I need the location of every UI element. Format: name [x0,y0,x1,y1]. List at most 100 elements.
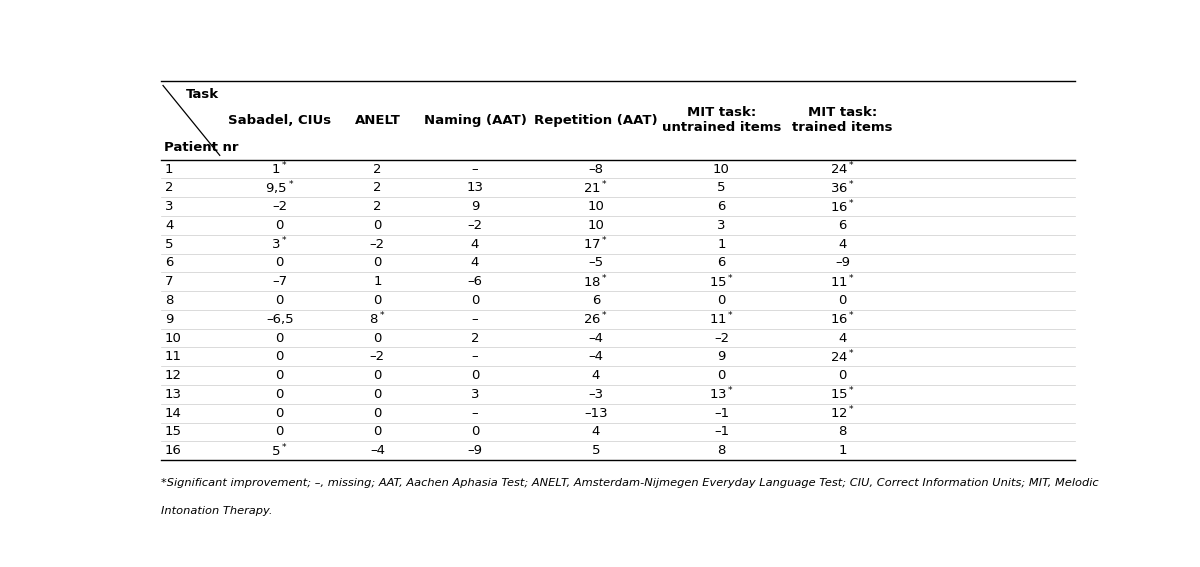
Text: 14: 14 [164,407,181,420]
Text: –2: –2 [370,350,385,363]
Text: –6: –6 [468,275,482,288]
Text: MIT task:
untrained items: MIT task: untrained items [661,107,781,134]
Text: 1: 1 [838,444,847,457]
Text: 0: 0 [838,369,846,382]
Text: 8: 8 [164,294,173,307]
Text: 3: 3 [470,388,479,401]
Text: 4: 4 [838,332,846,345]
Text: 18$^*$: 18$^*$ [583,273,608,290]
Text: 2: 2 [373,163,382,176]
Text: 2: 2 [373,200,382,213]
Text: 0: 0 [276,369,284,382]
Text: –: – [472,350,479,363]
Text: Sabadel, CIUs: Sabadel, CIUs [228,114,331,127]
Text: 5: 5 [164,238,173,251]
Text: 6: 6 [592,294,600,307]
Text: 5$^*$: 5$^*$ [271,442,288,459]
Text: 11$^*$: 11$^*$ [830,273,854,290]
Text: 10: 10 [713,163,730,176]
Text: 13: 13 [467,181,484,194]
Text: Naming (AAT): Naming (AAT) [424,114,527,127]
Text: 10: 10 [588,200,605,213]
Text: 0: 0 [470,294,479,307]
Text: 8: 8 [838,425,846,438]
Text: 0: 0 [276,219,284,232]
Text: 16$^*$: 16$^*$ [830,311,854,328]
Text: 0: 0 [718,369,726,382]
Text: 6: 6 [718,200,726,213]
Text: 24$^*$: 24$^*$ [830,161,854,177]
Text: 1: 1 [164,163,173,176]
Text: *Significant improvement; –, missing; AAT, Aachen Aphasia Test; ANELT, Amsterdam: *Significant improvement; –, missing; AA… [161,477,1099,488]
Text: 36$^*$: 36$^*$ [830,180,854,196]
Text: 0: 0 [276,256,284,269]
Text: 0: 0 [276,407,284,420]
Text: 5: 5 [592,444,600,457]
Text: 4: 4 [470,256,479,269]
Text: 17$^*$: 17$^*$ [583,236,608,252]
Text: 0: 0 [373,294,382,307]
Text: Patient nr: Patient nr [164,142,239,154]
Text: 0: 0 [373,425,382,438]
Text: Intonation Therapy.: Intonation Therapy. [161,506,272,516]
Text: 9,5$^*$: 9,5$^*$ [265,179,294,197]
Text: 0: 0 [276,388,284,401]
Text: 24$^*$: 24$^*$ [830,349,854,365]
Text: 0: 0 [276,425,284,438]
Text: –6,5: –6,5 [266,313,294,326]
Text: –2: –2 [370,238,385,251]
Text: –8: –8 [588,163,604,176]
Text: –1: –1 [714,425,730,438]
Text: 2: 2 [164,181,173,194]
Text: 3$^*$: 3$^*$ [271,236,288,252]
Text: 0: 0 [276,332,284,345]
Text: –2: –2 [468,219,482,232]
Text: 0: 0 [470,369,479,382]
Text: Repetition (AAT): Repetition (AAT) [534,114,658,127]
Text: Task: Task [186,88,218,101]
Text: 0: 0 [373,388,382,401]
Text: 12$^*$: 12$^*$ [830,405,854,421]
Text: –4: –4 [588,350,604,363]
Text: 8: 8 [718,444,726,457]
Text: 1$^*$: 1$^*$ [271,161,288,177]
Text: 10: 10 [588,219,605,232]
Text: 0: 0 [373,256,382,269]
Text: 3: 3 [718,219,726,232]
Text: 4: 4 [470,238,479,251]
Text: –: – [472,313,479,326]
Text: 6: 6 [838,219,846,232]
Text: 4: 4 [592,425,600,438]
Text: –1: –1 [714,407,730,420]
Text: –9: –9 [468,444,482,457]
Text: ANELT: ANELT [354,114,401,127]
Text: 5: 5 [718,181,726,194]
Text: MIT task:
trained items: MIT task: trained items [792,107,893,134]
Text: 0: 0 [373,407,382,420]
Text: 0: 0 [373,219,382,232]
Text: –2: –2 [272,200,287,213]
Text: –13: –13 [584,407,607,420]
Text: 0: 0 [838,294,846,307]
Text: 4: 4 [838,238,846,251]
Text: 7: 7 [164,275,173,288]
Text: 0: 0 [276,294,284,307]
Text: 13: 13 [164,388,182,401]
Text: 0: 0 [470,425,479,438]
Text: 13$^*$: 13$^*$ [709,386,734,403]
Text: 9: 9 [470,200,479,213]
Text: 15: 15 [164,425,182,438]
Text: 15$^*$: 15$^*$ [709,273,734,290]
Text: 10: 10 [164,332,181,345]
Text: 4: 4 [164,219,173,232]
Text: –4: –4 [370,444,385,457]
Text: 26$^*$: 26$^*$ [583,311,608,328]
Text: –7: –7 [272,275,287,288]
Text: 6: 6 [718,256,726,269]
Text: 16$^*$: 16$^*$ [830,198,854,215]
Text: 0: 0 [373,369,382,382]
Text: –: – [472,407,479,420]
Text: 21$^*$: 21$^*$ [583,180,608,196]
Text: –5: –5 [588,256,604,269]
Text: 15$^*$: 15$^*$ [830,386,854,403]
